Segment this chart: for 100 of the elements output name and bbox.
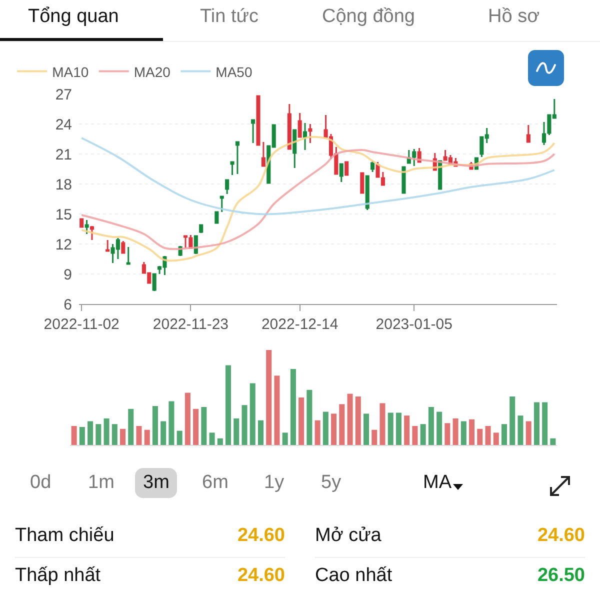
text: 0d <box>29 471 52 495</box>
bar <box>242 405 248 445</box>
candlestick <box>235 141 240 175</box>
bar <box>250 383 256 445</box>
bar <box>88 421 94 445</box>
text: Mở cửa <box>315 525 382 547</box>
legend-label: MA10 <box>52 64 89 80</box>
bar <box>136 426 142 445</box>
text: Tin tức <box>200 6 258 28</box>
bar <box>306 390 312 445</box>
bar <box>501 424 507 445</box>
text: Thấp nhất <box>15 565 101 587</box>
bar <box>469 419 475 445</box>
bar <box>298 398 304 445</box>
text: 26.50 <box>537 565 585 587</box>
candlestick <box>80 218 84 228</box>
bar <box>339 404 345 445</box>
bar <box>128 408 134 445</box>
bar <box>282 432 288 445</box>
bar <box>176 430 182 445</box>
text: 24.60 <box>237 565 285 587</box>
bar <box>380 403 386 445</box>
text: 1y <box>263 471 286 495</box>
candlestick <box>214 211 219 224</box>
candlestick <box>298 112 302 138</box>
candlestick <box>121 240 126 254</box>
text: 3m <box>135 468 178 498</box>
x-tick-label: 2023-01-05 <box>376 316 452 333</box>
bar <box>550 438 556 445</box>
text: Cộng đồng <box>322 6 415 28</box>
bar <box>388 412 394 445</box>
candlestick <box>261 141 266 167</box>
bar <box>79 426 85 445</box>
candlestick <box>339 163 344 183</box>
text: MA <box>422 471 452 495</box>
candlestick <box>360 172 364 194</box>
text: 24.60 <box>537 525 585 547</box>
bar <box>542 402 548 445</box>
candlestick <box>292 129 297 169</box>
bar <box>460 421 466 445</box>
candlestick <box>90 225 94 241</box>
bar <box>485 426 491 445</box>
bar <box>96 424 102 445</box>
candlestick <box>412 148 416 167</box>
bar <box>477 428 483 445</box>
text: 6m <box>201 471 230 495</box>
candlestick <box>344 161 349 176</box>
candlestick <box>225 179 230 195</box>
bar <box>452 418 458 445</box>
x-tick-label: 2022-11-02 <box>44 316 120 333</box>
bar <box>168 401 174 445</box>
bar <box>266 350 272 445</box>
bar <box>396 412 402 445</box>
bar <box>120 428 126 445</box>
y-tick-label: 21 <box>55 146 72 164</box>
candlestick <box>84 219 89 235</box>
text: 1m <box>87 471 116 495</box>
candlestick <box>230 161 234 176</box>
candlestick <box>402 166 406 194</box>
bar <box>112 424 118 445</box>
y-tick-label: 9 <box>64 266 72 284</box>
candlestick <box>251 119 256 144</box>
legend-label: MA50 <box>216 64 252 80</box>
line-series <box>80 136 556 262</box>
bar <box>526 421 532 445</box>
y-tick-label: 18 <box>55 176 72 194</box>
bar <box>372 430 378 445</box>
bar <box>104 418 110 445</box>
candlestick <box>308 123 312 144</box>
text: Cao nhất <box>315 565 392 587</box>
bar <box>444 423 450 445</box>
line-series <box>80 137 556 216</box>
text: 5y <box>320 471 342 495</box>
bar <box>209 432 215 445</box>
bar <box>290 369 296 445</box>
y-tick-label: 15 <box>55 206 72 224</box>
candlestick <box>370 160 375 173</box>
bar <box>420 424 426 445</box>
bar <box>184 392 190 445</box>
candlestick <box>256 95 260 146</box>
y-tick-label: 6 <box>64 296 72 314</box>
bar <box>314 420 320 445</box>
y-tick-label: 24 <box>55 116 72 134</box>
text: 24.60 <box>237 525 285 547</box>
candlestick <box>199 224 204 234</box>
x-tick-label: 2022-12-14 <box>261 316 338 333</box>
bar <box>428 407 434 445</box>
candlestick <box>152 273 156 292</box>
legend-label: MA20 <box>134 64 171 80</box>
line-series <box>80 149 556 250</box>
candlestick <box>287 103 292 150</box>
y-tick-label: 12 <box>55 236 72 254</box>
bar <box>226 365 232 445</box>
bar <box>217 438 223 445</box>
bar <box>493 432 499 445</box>
bar <box>347 394 353 445</box>
candlestick <box>365 175 370 211</box>
bar <box>322 412 328 445</box>
bar <box>274 376 280 445</box>
bar <box>518 416 524 445</box>
